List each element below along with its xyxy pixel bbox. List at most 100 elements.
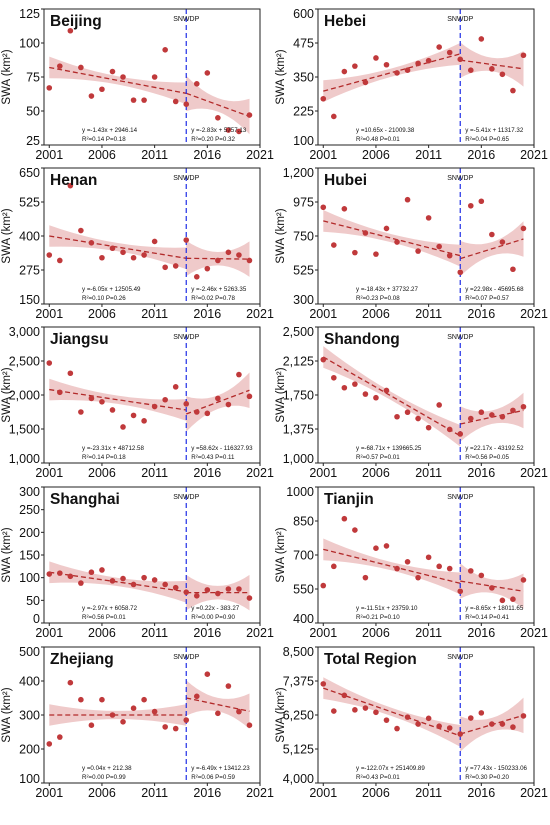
x-tick-label: 2001	[35, 786, 63, 800]
data-point	[78, 580, 84, 586]
data-point	[478, 572, 485, 579]
data-point	[352, 63, 358, 69]
x-tick-label: 2011	[415, 626, 442, 640]
data-point	[446, 426, 453, 433]
data-point	[57, 734, 63, 740]
data-point	[215, 115, 221, 121]
data-point	[520, 225, 527, 232]
y-tick-label: 25	[26, 134, 40, 148]
data-point	[57, 257, 63, 264]
data-point	[204, 671, 211, 677]
x-tick-label: 2016	[193, 786, 221, 800]
x-tick-label: 2011	[141, 307, 168, 321]
y-tick-label: 550	[293, 583, 314, 597]
regression-stats: R²=0.21 P=0.10	[356, 614, 400, 621]
trend-line	[186, 92, 250, 118]
y-axis-label: SWA (km²)	[1, 49, 13, 104]
data-point	[394, 725, 400, 732]
data-point	[236, 586, 242, 592]
data-point	[204, 265, 211, 272]
data-point	[383, 225, 390, 232]
data-point	[489, 231, 495, 238]
y-tick-label: 650	[19, 166, 40, 180]
data-point	[383, 387, 390, 394]
data-point	[162, 47, 168, 53]
data-point	[489, 585, 495, 591]
data-point	[88, 93, 95, 99]
data-point	[362, 230, 369, 236]
y-tick-label: 3,000	[9, 325, 40, 339]
data-point	[78, 227, 84, 234]
data-point	[499, 239, 506, 245]
y-tick-label: 525	[19, 196, 40, 210]
data-point	[46, 741, 53, 747]
data-point	[183, 101, 190, 107]
data-point	[46, 360, 53, 366]
data-point	[341, 68, 348, 75]
x-tick-label: 2001	[309, 307, 337, 321]
data-point	[246, 595, 253, 601]
data-point	[510, 87, 516, 94]
data-point	[225, 249, 232, 256]
regression-equation: y =-2.97x + 6058.72	[82, 605, 138, 612]
data-point	[67, 182, 74, 189]
data-point	[225, 127, 232, 133]
data-point	[67, 27, 74, 34]
x-tick-label: 2021	[520, 307, 548, 321]
data-point	[404, 196, 411, 203]
snwdp-label: SNWDP	[173, 654, 199, 661]
regression-equation: y =-1.43x + 2946.14	[82, 127, 138, 134]
data-point	[215, 590, 221, 597]
data-point	[425, 715, 432, 722]
data-point	[46, 85, 53, 91]
y-tick-label: 1,200	[283, 166, 314, 180]
panel-tianjin: SNWDP y =-11.51x + 23759.10 R²=0.21 P=0.10…	[275, 485, 548, 640]
data-point	[467, 67, 474, 73]
x-tick-label: 2011	[141, 466, 168, 480]
y-tick-label: 4,000	[283, 772, 314, 786]
data-point	[373, 55, 379, 61]
regression-stats: R²=0.02 P=0.78	[191, 295, 235, 302]
confidence-band	[49, 378, 187, 421]
data-point	[520, 577, 527, 583]
data-point	[415, 60, 421, 67]
data-point	[341, 206, 348, 212]
y-tick-label: 150	[19, 549, 40, 563]
trend-line	[322, 356, 461, 437]
data-point	[193, 274, 200, 280]
confidence-band	[323, 210, 461, 267]
regression-equation: y =-6.05x + 12505.49	[82, 286, 141, 293]
y-axis-label: SWA (km²)	[1, 687, 13, 742]
data-point	[172, 98, 179, 105]
y-tick-label: 850	[293, 515, 314, 529]
panel-title: Tianjin	[324, 491, 374, 508]
y-tick-label: 125	[19, 7, 40, 21]
regression-stats: R²=0.56 P=0.05	[465, 454, 509, 461]
panel-title: Shandong	[324, 331, 400, 348]
data-point	[478, 409, 485, 416]
data-point	[46, 571, 53, 577]
y-tick-label: 2,500	[9, 355, 40, 369]
data-point	[151, 238, 158, 245]
data-point	[236, 252, 242, 258]
data-point	[467, 415, 474, 422]
snwdp-label: SNWDP	[447, 654, 473, 661]
regression-equation: y =-23.31x + 48712.58	[82, 445, 144, 452]
data-point	[499, 71, 506, 78]
y-tick-label: 300	[19, 709, 40, 723]
snwdp-label: SNWDP	[447, 16, 473, 23]
data-point	[57, 63, 63, 69]
panel-henan: SNWDP y =-6.05x + 12505.49 R²=0.10 P=0.26 y…	[1, 166, 274, 321]
x-tick-label: 2011	[141, 148, 168, 162]
data-point	[130, 705, 137, 711]
data-point	[141, 574, 147, 581]
data-point	[120, 424, 126, 430]
data-point	[404, 714, 411, 720]
data-point	[520, 403, 527, 410]
data-point	[215, 395, 221, 402]
x-tick-label: 2011	[141, 786, 168, 800]
data-point	[425, 57, 432, 64]
x-tick-label: 2016	[467, 626, 495, 640]
regression-stats: R²=0.57 P=0.01	[356, 454, 400, 461]
